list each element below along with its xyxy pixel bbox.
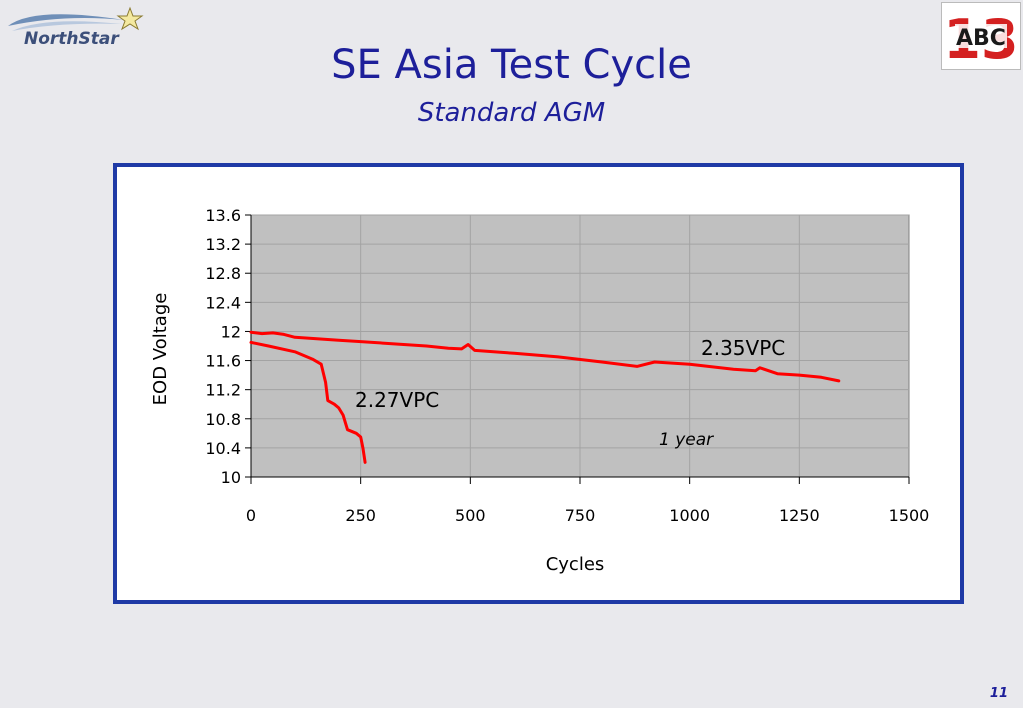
logo-text: NorthStar [24,29,120,48]
northstar-logo: NorthStar [8,6,144,48]
annotation-1-year: 1 year [659,430,714,450]
y-tick-label: 12.8 [205,264,241,283]
x-tick-label: 500 [455,506,486,525]
logo-swoosh [8,14,124,26]
y-tick-label: 13.2 [205,235,241,254]
x-tick-label: 250 [345,506,376,525]
y-tick-label: 13.6 [205,206,241,225]
x-tick-label: 1250 [779,506,820,525]
page-number: 11 [989,686,1008,701]
x-axis-title: Cycles [546,554,605,575]
logo-swoosh-light [12,21,122,31]
series-line-1 [249,330,841,383]
slide-title: SE Asia Test Cycle [331,42,692,88]
y-tick-label: 11.6 [205,352,241,371]
x-tick-label: 750 [565,506,596,525]
x-tick-label: 1500 [889,506,930,525]
star-icon [116,6,144,31]
x-tick-label: 0 [246,506,256,525]
eod-voltage-chart: 13.6 13.2 12.8 12.4 12 11.6 11.2 10.8 10.4 10 0 250… [150,206,930,575]
annotation-2-35vpc: 2.35VPC [701,336,785,360]
abc-13-badge: 13 ABC [941,2,1021,70]
slide-subtitle: Standard AGM [417,98,606,128]
y-tick-label: 11.2 [205,381,241,400]
y-axis-title: EOD Voltage [150,293,171,406]
y-tick-label: 10.4 [205,439,241,458]
y-tick-label: 12 [221,322,241,341]
series-line-2 [249,340,367,464]
y-tick-label: 12.4 [205,293,241,312]
y-tick-label: 10.8 [205,410,241,429]
annotation-2-27vpc: 2.27VPC [355,388,439,412]
x-tick-label: 1000 [669,506,710,525]
y-tick-label: 10 [221,468,241,487]
badge-text: ABC [956,26,1006,51]
